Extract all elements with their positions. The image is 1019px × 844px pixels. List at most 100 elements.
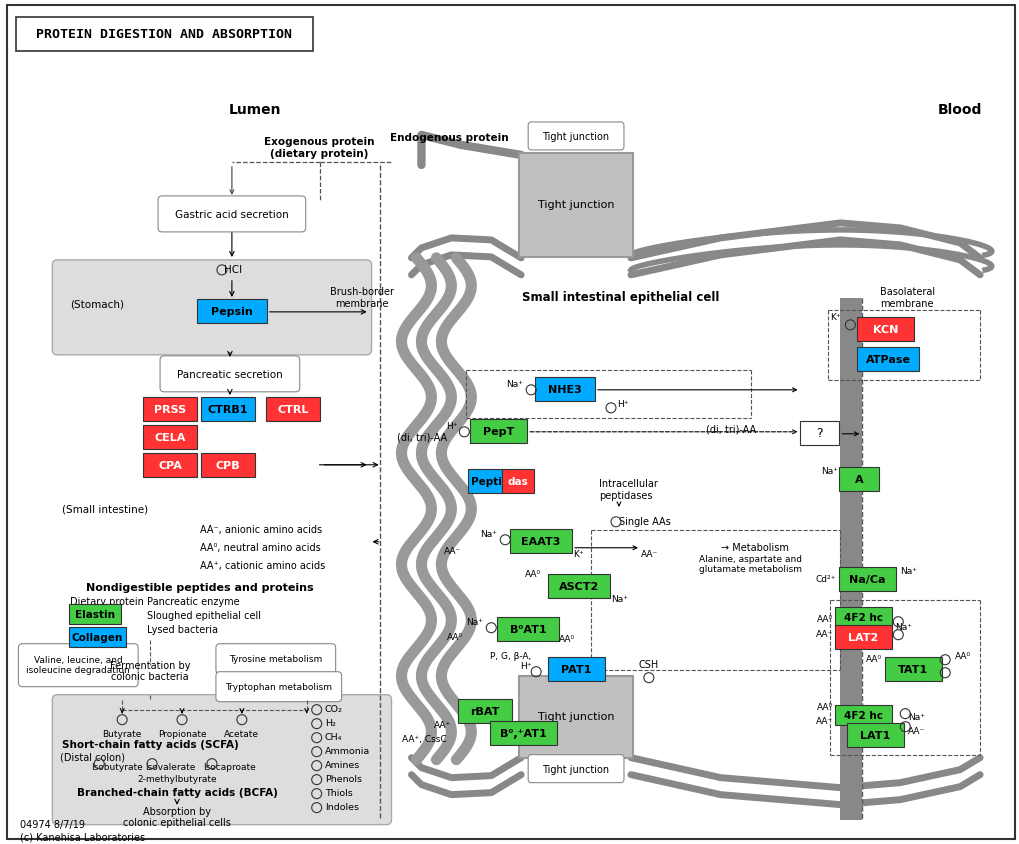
Text: AA⁰: AA⁰: [954, 652, 970, 661]
FancyBboxPatch shape: [468, 468, 504, 493]
Bar: [840, 298, 861, 820]
Text: (Distal colon): (Distal colon): [60, 753, 125, 763]
Text: LAT1: LAT1: [859, 731, 890, 741]
Text: ATPase: ATPase: [865, 354, 910, 365]
Text: Collagen: Collagen: [71, 633, 122, 643]
Text: Isocaproate: Isocaproate: [204, 763, 256, 772]
FancyBboxPatch shape: [52, 695, 391, 825]
FancyBboxPatch shape: [470, 419, 527, 443]
Text: AA⁺: AA⁺: [434, 721, 451, 730]
FancyBboxPatch shape: [216, 672, 341, 701]
Text: H⁺: H⁺: [445, 422, 457, 431]
FancyBboxPatch shape: [266, 397, 319, 421]
FancyBboxPatch shape: [884, 657, 942, 681]
Text: AA⁰: AA⁰: [816, 703, 833, 712]
Text: H⁺: H⁺: [616, 400, 628, 409]
Text: NHE3: NHE3: [547, 385, 582, 395]
Text: Exogenous protein
(dietary protein): Exogenous protein (dietary protein): [264, 137, 375, 159]
Text: AA⁰: AA⁰: [816, 615, 833, 625]
Text: Tryptophan metabolism: Tryptophan metabolism: [225, 683, 332, 692]
FancyBboxPatch shape: [528, 122, 624, 150]
Text: rBAT: rBAT: [470, 706, 499, 717]
Text: Indoles: Indoles: [324, 803, 359, 812]
Text: AA⁺, cationic amino acids: AA⁺, cationic amino acids: [200, 560, 325, 571]
FancyBboxPatch shape: [519, 153, 633, 257]
Text: Endogenous protein: Endogenous protein: [389, 133, 507, 143]
Text: LAT2: LAT2: [848, 633, 877, 643]
Text: Propionate: Propionate: [158, 730, 206, 739]
Text: Na⁺: Na⁺: [895, 623, 911, 632]
Text: Na⁺: Na⁺: [480, 530, 497, 539]
Text: PRSS: PRSS: [154, 405, 185, 414]
FancyBboxPatch shape: [547, 657, 604, 681]
FancyBboxPatch shape: [160, 356, 300, 392]
Text: Alanine, aspartate and
glutamate metabolism: Alanine, aspartate and glutamate metabol…: [698, 555, 801, 575]
FancyBboxPatch shape: [547, 574, 609, 598]
Text: das: das: [507, 477, 528, 487]
Text: Branched-chain fatty acids (BCFA): Branched-chain fatty acids (BCFA): [76, 787, 277, 798]
Text: ASCT2: ASCT2: [558, 582, 598, 592]
Text: Absorption by
colonic epithelial cells: Absorption by colonic epithelial cells: [123, 807, 230, 829]
Text: Na/Ca: Na/Ca: [848, 575, 884, 585]
Text: Tight junction: Tight junction: [542, 765, 609, 775]
Text: Na⁺: Na⁺: [466, 618, 483, 627]
Text: 2-methylbutyrate: 2-methylbutyrate: [138, 775, 217, 784]
FancyBboxPatch shape: [510, 528, 572, 553]
Text: B⁰,⁺AT1: B⁰,⁺AT1: [499, 728, 546, 738]
Text: Tight junction: Tight junction: [542, 132, 609, 142]
Text: KCN: KCN: [872, 325, 897, 335]
Text: AA⁰: AA⁰: [558, 636, 575, 644]
Text: Acetate: Acetate: [224, 730, 259, 739]
Text: EAAT3: EAAT3: [521, 537, 560, 547]
Text: Isovalerate: Isovalerate: [145, 763, 195, 772]
Text: AA⁻, anionic amino acids: AA⁻, anionic amino acids: [200, 525, 322, 535]
Text: AA⁻: AA⁻: [815, 630, 833, 639]
Text: K⁺: K⁺: [573, 550, 583, 560]
Text: P, G, β-A,
H⁺: P, G, β-A, H⁺: [489, 652, 531, 671]
Text: PAT1: PAT1: [560, 665, 591, 674]
FancyBboxPatch shape: [143, 397, 197, 421]
FancyBboxPatch shape: [839, 566, 896, 591]
Text: Pancreatic enzyme: Pancreatic enzyme: [147, 597, 239, 607]
Text: CH₄: CH₄: [324, 733, 341, 742]
FancyBboxPatch shape: [458, 699, 512, 722]
Text: Tyrosine metabolism: Tyrosine metabolism: [229, 655, 322, 664]
Text: ?: ?: [815, 427, 822, 441]
Text: Lumen: Lumen: [228, 103, 281, 117]
Text: Thiols: Thiols: [324, 789, 353, 798]
FancyBboxPatch shape: [197, 299, 267, 323]
Text: K⁺: K⁺: [829, 313, 840, 322]
Text: Isobutyrate: Isobutyrate: [92, 763, 143, 772]
Text: Amines: Amines: [324, 761, 360, 771]
FancyBboxPatch shape: [158, 196, 306, 232]
Text: AA⁰: AA⁰: [446, 633, 463, 642]
Text: Blood: Blood: [937, 103, 981, 117]
Text: AA⁻: AA⁻: [443, 547, 461, 556]
Text: Short-chain fatty acids (SCFA): Short-chain fatty acids (SCFA): [62, 739, 238, 749]
FancyBboxPatch shape: [857, 347, 918, 371]
FancyBboxPatch shape: [847, 722, 904, 747]
Text: (Stomach): (Stomach): [70, 300, 124, 310]
Text: Elastin: Elastin: [75, 609, 115, 619]
Text: Na⁺: Na⁺: [900, 567, 916, 576]
Text: Ammonia: Ammonia: [324, 747, 370, 756]
Text: AA⁰: AA⁰: [865, 655, 881, 664]
Text: B⁰AT1: B⁰AT1: [510, 625, 546, 635]
FancyBboxPatch shape: [528, 755, 624, 782]
FancyBboxPatch shape: [490, 721, 556, 744]
Text: Nondigestible peptides and proteins: Nondigestible peptides and proteins: [86, 582, 314, 592]
Text: Lysed bacteria: Lysed bacteria: [147, 625, 218, 635]
FancyBboxPatch shape: [201, 452, 255, 477]
Text: (Small intestine): (Small intestine): [62, 505, 149, 515]
Text: Brush-border
membrane: Brush-border membrane: [329, 287, 393, 309]
Text: Single AAs: Single AAs: [619, 517, 671, 527]
Text: Cd²⁺: Cd²⁺: [814, 576, 835, 584]
Text: 04974 8/7/19: 04974 8/7/19: [20, 820, 86, 830]
FancyBboxPatch shape: [143, 425, 197, 449]
Text: 4F2 hc: 4F2 hc: [843, 711, 882, 721]
FancyBboxPatch shape: [535, 376, 594, 401]
Text: Na⁺: Na⁺: [907, 713, 924, 722]
Text: Basolateral
membrane: Basolateral membrane: [879, 287, 934, 309]
Text: Na⁺: Na⁺: [820, 468, 838, 476]
Text: (di, tri)-AA: (di, tri)-AA: [396, 433, 446, 443]
